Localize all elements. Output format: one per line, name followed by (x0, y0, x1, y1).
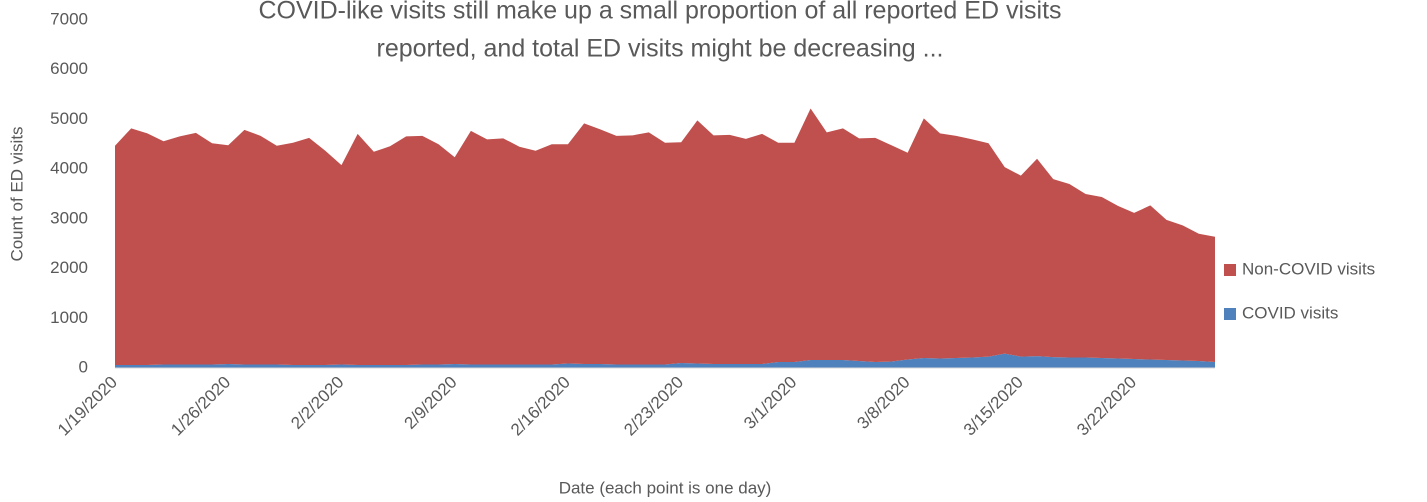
chart-title: reported, and total ED visits might be d… (377, 35, 944, 63)
x-tick-label: 3/1/2020 (740, 373, 800, 433)
x-tick-label: 2/23/2020 (620, 373, 687, 440)
x-tick-label: 2/2/2020 (287, 373, 347, 433)
area (115, 108, 1215, 366)
y-tick-label: 7000 (50, 9, 88, 28)
legend-swatch (1224, 308, 1236, 320)
y-tick-label: 4000 (50, 159, 88, 178)
x-tick-label: 3/15/2020 (960, 373, 1027, 440)
y-tick-label: 0 (79, 357, 88, 376)
y-tick-label: 3000 (50, 208, 88, 227)
x-tick-label: 3/8/2020 (853, 373, 913, 433)
y-tick-label: 6000 (50, 59, 88, 78)
area (115, 353, 1215, 368)
chart-title: COVID-like visits still make up a small … (258, 0, 1061, 25)
y-tick-label: 2000 (50, 258, 88, 277)
x-tick-label: 3/22/2020 (1073, 373, 1140, 440)
x-axis-title: Date (each point is one day) (559, 478, 772, 497)
legend-swatch (1224, 264, 1236, 276)
legend-label: Non-COVID visits (1242, 259, 1375, 278)
y-axis-title: Count of ED visits (7, 126, 26, 261)
x-tick-label: 1/26/2020 (167, 373, 234, 440)
legend-label: COVID visits (1242, 303, 1338, 322)
x-tick-label: 1/19/2020 (54, 373, 121, 440)
x-tick-label: 2/9/2020 (400, 373, 460, 433)
y-tick-label: 5000 (50, 109, 88, 128)
x-tick-label: 2/16/2020 (507, 373, 574, 440)
y-tick-label: 1000 (50, 308, 88, 327)
